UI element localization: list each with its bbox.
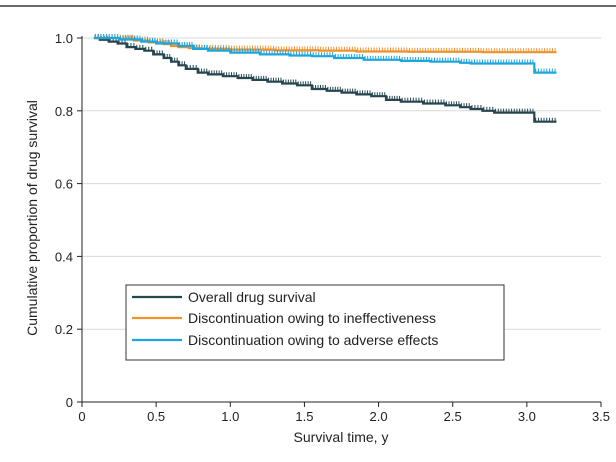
y-tick-label-3: 0.6 — [55, 177, 73, 192]
legend-label-adverse: Discontinuation owing to adverse effects — [188, 332, 438, 348]
y-tick-label-1: 0.2 — [55, 322, 73, 337]
legend-label-overall: Overall drug survival — [188, 289, 316, 305]
x-tick-label-1: 0.5 — [147, 409, 165, 424]
series-overall-drug-survival-line — [93, 36, 557, 123]
y-tick-label-0: 0 — [66, 395, 73, 410]
y-axis-title: Cumulative proportion of drug survival — [24, 100, 40, 336]
x-tick-label-2: 1.0 — [221, 409, 239, 424]
axes — [77, 36, 602, 407]
series-adverse-effects — [93, 34, 557, 74]
series-adverse-effects-line — [93, 36, 557, 74]
legend: Overall drug survival Discontinuation ow… — [125, 284, 505, 361]
x-tick-label-3: 1.5 — [295, 409, 313, 424]
series-lines — [93, 34, 557, 123]
x-tick-label-6: 3.0 — [518, 409, 536, 424]
legend-box — [125, 284, 505, 361]
y-tick-label-2: 0.4 — [55, 249, 73, 264]
x-tick-label-7: 3.5 — [592, 409, 610, 424]
tick-labels: 0 0.5 1.0 1.5 2.0 2.5 3.0 3.5 0 0.2 0.4 0.6 0.8 1.0 — [55, 31, 610, 424]
x-tick-label-4: 2.0 — [370, 409, 388, 424]
y-tick-label-4: 0.8 — [55, 104, 73, 119]
series-overall-drug-survival — [93, 34, 557, 123]
x-tick-label-5: 2.5 — [444, 409, 462, 424]
y-tick-label-5: 1.0 — [55, 31, 73, 46]
x-axis-title: Survival time, y — [294, 429, 389, 445]
x-tick-label-0: 0 — [78, 409, 85, 424]
legend-label-ineffectiveness: Discontinuation owing to ineffectiveness — [188, 310, 436, 326]
